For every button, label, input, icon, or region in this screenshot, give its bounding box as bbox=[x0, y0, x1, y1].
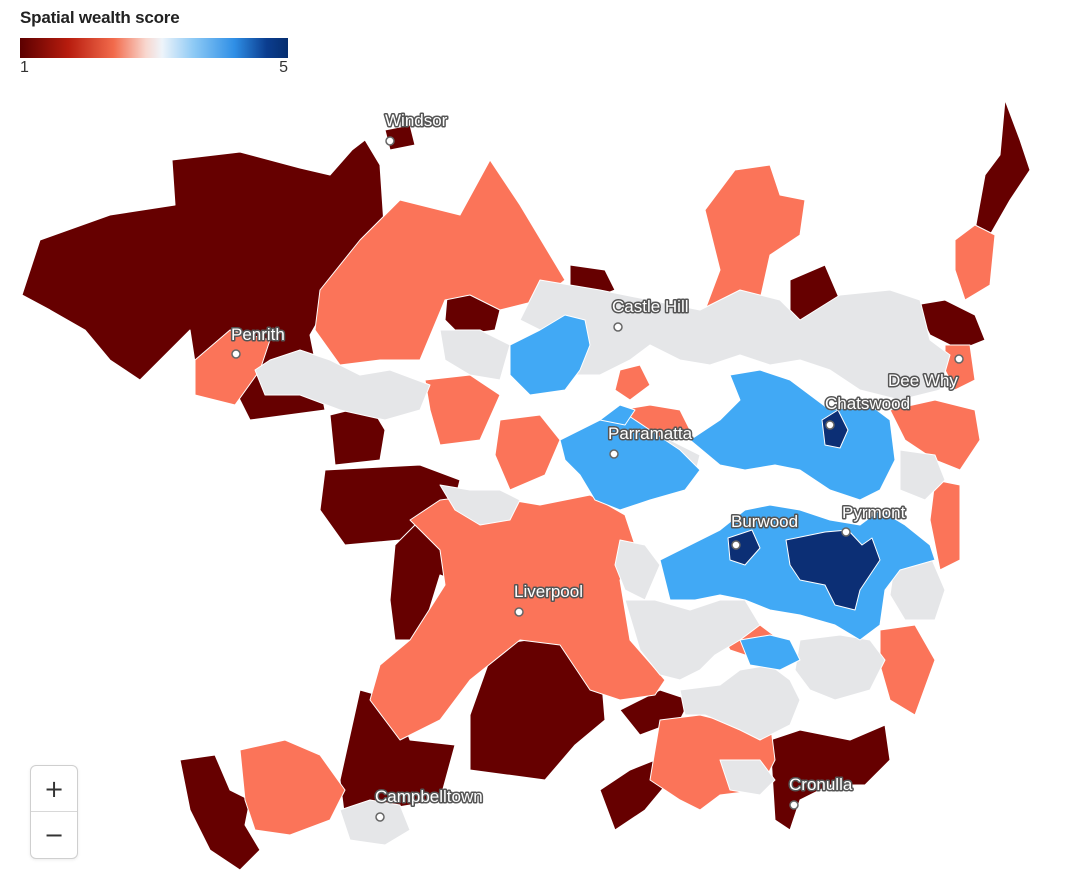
region[interactable] bbox=[954, 224, 996, 301]
region[interactable] bbox=[439, 484, 521, 526]
region[interactable] bbox=[254, 349, 431, 421]
place-markers: Windsor Castle Hill Penrith Dee Why Chat… bbox=[230, 110, 964, 822]
place-pyrmont: Pyrmont bbox=[841, 502, 907, 537]
region[interactable] bbox=[689, 369, 896, 501]
region[interactable] bbox=[914, 299, 986, 351]
map-regions bbox=[21, 99, 1031, 871]
place-label-pyrmont: Pyrmont bbox=[842, 503, 906, 522]
legend-min-label: 1 bbox=[20, 59, 29, 76]
zoom-out-button[interactable]: − bbox=[43, 820, 65, 849]
place-label-liverpool: Liverpool bbox=[514, 582, 583, 601]
place-label-chatswood: Chatswood bbox=[825, 394, 910, 413]
region[interactable] bbox=[739, 634, 801, 671]
place-label-campbelltown: Campbelltown bbox=[375, 787, 483, 806]
place-parramatta: Parramatta bbox=[607, 423, 694, 459]
region[interactable] bbox=[439, 329, 511, 381]
region[interactable] bbox=[239, 739, 346, 836]
region[interactable] bbox=[509, 314, 591, 396]
region[interactable] bbox=[599, 404, 636, 426]
region[interactable] bbox=[879, 624, 936, 716]
region[interactable] bbox=[339, 799, 411, 846]
region[interactable] bbox=[727, 529, 761, 566]
region[interactable] bbox=[614, 364, 651, 401]
place-chatswood: Chatswood bbox=[824, 393, 912, 430]
place-dee-why: Dee Why bbox=[887, 354, 964, 392]
region[interactable] bbox=[929, 479, 961, 571]
place-windsor: Windsor bbox=[384, 110, 449, 146]
zoom-in-button[interactable]: + bbox=[43, 774, 65, 803]
place-label-castle-hill: Castle Hill bbox=[612, 297, 689, 316]
region[interactable] bbox=[899, 449, 946, 501]
place-label-parramatta: Parramatta bbox=[608, 424, 693, 443]
region[interactable] bbox=[794, 634, 886, 701]
legend-labels: 1 5 bbox=[20, 58, 290, 78]
legend-title: Spatial wealth score bbox=[20, 8, 180, 27]
place-campbelltown: Campbelltown bbox=[374, 786, 484, 822]
place-cronulla: Cronulla bbox=[788, 774, 854, 810]
region[interactable] bbox=[519, 279, 951, 401]
zoom-divider bbox=[31, 811, 77, 812]
region[interactable] bbox=[424, 374, 501, 446]
place-label-burwood: Burwood bbox=[731, 512, 798, 531]
regions-score-5 bbox=[727, 409, 881, 611]
region[interactable] bbox=[369, 494, 666, 741]
place-label-penrith: Penrith bbox=[231, 325, 285, 344]
regions-score-1 bbox=[21, 99, 1031, 871]
zoom-control: + − bbox=[30, 765, 78, 859]
place-burwood: Burwood bbox=[730, 511, 800, 550]
region[interactable] bbox=[974, 99, 1031, 236]
region[interactable] bbox=[704, 164, 806, 321]
legend-color-scale bbox=[20, 38, 288, 58]
place-label-dee-why: Dee Why bbox=[888, 371, 958, 390]
region[interactable] bbox=[821, 409, 849, 449]
region[interactable] bbox=[719, 759, 776, 796]
place-liverpool: Liverpool bbox=[513, 581, 585, 617]
region[interactable] bbox=[679, 664, 801, 741]
region[interactable] bbox=[769, 724, 891, 831]
region[interactable] bbox=[179, 754, 261, 871]
place-castle-hill: Castle Hill bbox=[611, 296, 690, 332]
place-label-cronulla: Cronulla bbox=[789, 775, 853, 794]
place-label-windsor: Windsor bbox=[385, 111, 448, 130]
region[interactable] bbox=[889, 399, 981, 471]
place-penrith: Penrith bbox=[230, 324, 286, 359]
region[interactable] bbox=[494, 414, 561, 491]
legend: Spatial wealth score 1 5 bbox=[20, 8, 290, 78]
legend-max-label: 5 bbox=[279, 59, 288, 76]
